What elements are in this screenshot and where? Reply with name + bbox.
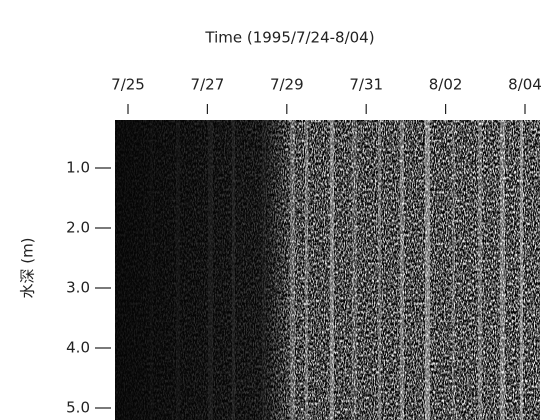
x-tick-label: 7/25 xyxy=(111,76,145,94)
echo-streak xyxy=(352,120,357,420)
echo-streak xyxy=(400,120,404,420)
y-tick-label: 3.0 xyxy=(66,279,90,297)
echo-streak xyxy=(305,120,308,420)
echo-texture xyxy=(115,120,540,420)
echo-streak xyxy=(478,120,482,420)
x-tick-label: 7/27 xyxy=(191,76,225,94)
echo-streak xyxy=(500,120,505,420)
y-axis-label: 水深 (m) xyxy=(19,237,37,298)
x-tick-label: 8/02 xyxy=(429,76,463,94)
echo-streak xyxy=(330,120,334,420)
y-tick-label: 5.0 xyxy=(66,399,90,417)
x-tick-label: 7/29 xyxy=(270,76,304,94)
echo-streak xyxy=(176,120,180,420)
x-tick-label: 8/04 xyxy=(508,76,542,94)
echo-streak xyxy=(290,120,295,420)
y-tick-label: 4.0 xyxy=(66,339,90,357)
echo-streak xyxy=(425,120,430,420)
x-tick-label: 7/31 xyxy=(349,76,383,94)
y-tick-label: 2.0 xyxy=(66,219,90,237)
echo-streak xyxy=(452,120,455,420)
echo-streak xyxy=(232,120,235,420)
chart-title: Time (1995/7/24-8/04) xyxy=(204,29,374,47)
echo-streak xyxy=(150,120,153,420)
echo-streak xyxy=(208,120,213,420)
echo-streak xyxy=(378,120,381,420)
echo-streak xyxy=(520,120,523,420)
echo-streak xyxy=(262,120,266,420)
y-tick-label: 1.0 xyxy=(66,159,90,177)
